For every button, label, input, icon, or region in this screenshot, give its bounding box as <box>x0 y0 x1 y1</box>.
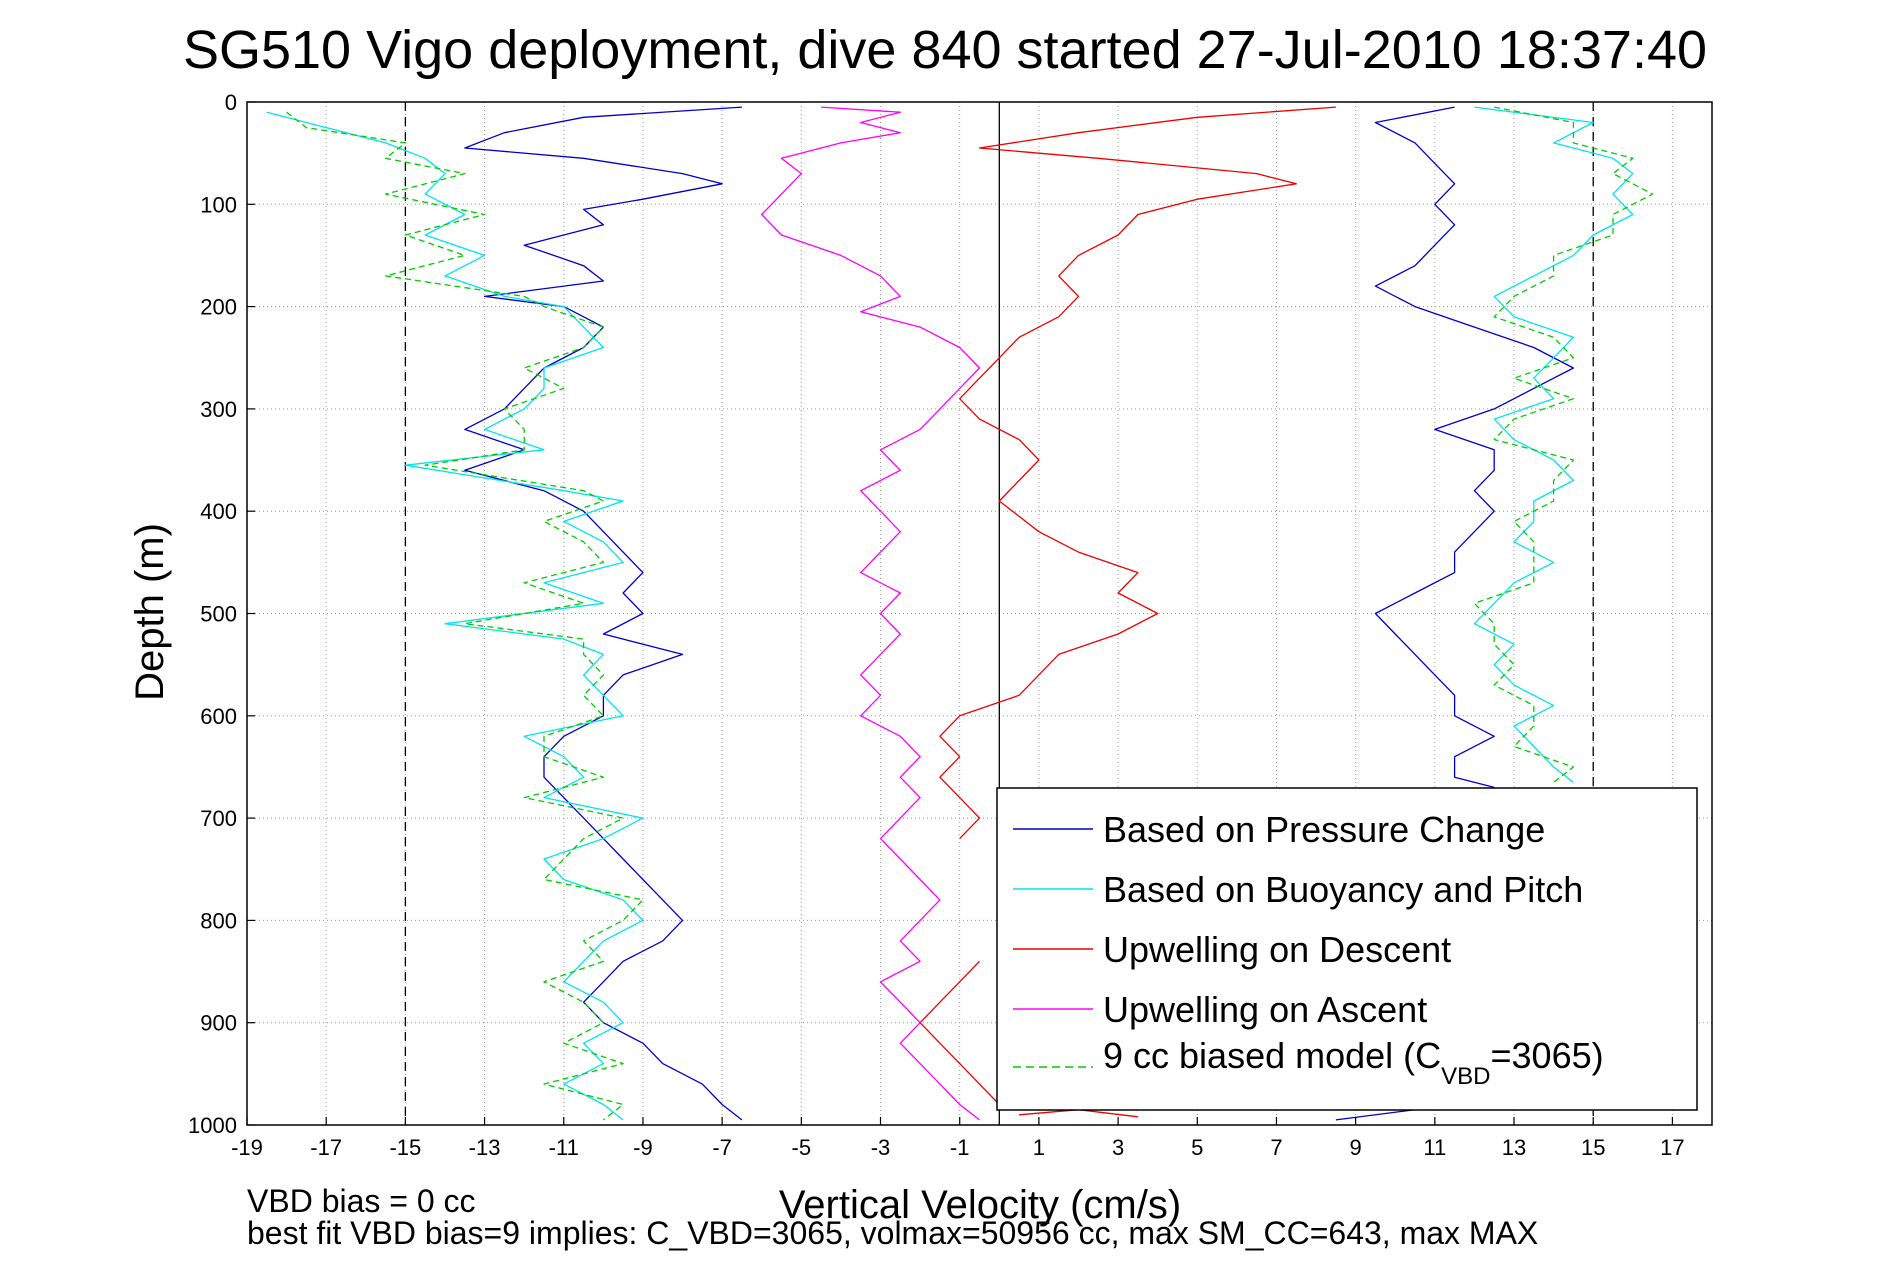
series-line-2 <box>266 111 644 1121</box>
x-tick-label: 9 <box>1350 1135 1362 1160</box>
legend-label-3: Upwelling on Descent <box>1103 929 1451 970</box>
x-tick-label: -5 <box>792 1135 812 1160</box>
legend-label-1: Based on Pressure Change <box>1103 809 1545 850</box>
legend: Based on Pressure Change Based on Buoyanc… <box>996 787 1698 1111</box>
series-line-1 <box>1374 106 1575 789</box>
legend-model-prefix: 9 cc biased model (C <box>1103 1035 1441 1076</box>
series-line-3 <box>1019 1109 1138 1118</box>
x-tick-label: 1 <box>1033 1135 1045 1160</box>
chart-title: SG510 Vigo deployment, dive 840 started … <box>183 20 1707 80</box>
x-tick-label: -7 <box>712 1135 732 1160</box>
x-tick-label: 11 <box>1423 1135 1446 1160</box>
series-line-5 <box>286 111 644 1121</box>
series-line-3 <box>919 960 1000 1105</box>
y-axis-label: Depth (m) <box>128 523 172 701</box>
x-tick-label: -15 <box>389 1135 421 1160</box>
legend-box <box>996 787 1698 1111</box>
x-tick-label: 7 <box>1270 1135 1282 1160</box>
legend-model-suffix: =3065) <box>1491 1035 1604 1076</box>
series-lines <box>266 106 1654 1121</box>
series-line-5 <box>1473 106 1654 783</box>
x-axis-ticks: -19 -17 -15 -13 -11 -9 -7 -5 -3 -1 1 3 5 7 9 11 13 15 17 <box>231 1117 1685 1160</box>
y-tick-label: 100 <box>200 192 237 217</box>
x-tick-label: -11 <box>549 1135 579 1160</box>
x-tick-label: -19 <box>231 1135 263 1160</box>
footer-line-1: VBD bias = 0 cc <box>247 1183 476 1219</box>
series-line-4 <box>761 106 981 1121</box>
y-tick-label: 800 <box>200 908 237 933</box>
x-tick-label: -17 <box>310 1135 342 1160</box>
legend-model-subscript: VBD <box>1441 1063 1490 1090</box>
x-tick-label: 15 <box>1581 1135 1605 1160</box>
y-tick-label: 900 <box>200 1011 237 1036</box>
x-tick-label: -13 <box>469 1135 501 1160</box>
y-tick-label: 400 <box>200 499 237 524</box>
x-tick-label: -9 <box>633 1135 653 1160</box>
x-tick-label: 17 <box>1660 1135 1684 1160</box>
y-tick-label: 500 <box>200 602 237 627</box>
legend-label-model: 9 cc biased model (CVBD=3065) <box>1103 1035 1604 1090</box>
legend-label-2: Based on Buoyancy and Pitch <box>1103 869 1583 910</box>
x-tick-label: 13 <box>1502 1135 1526 1160</box>
series-line-3 <box>939 106 1336 840</box>
x-tick-label: -1 <box>950 1135 970 1160</box>
y-tick-label: 700 <box>200 806 237 831</box>
x-tick-label: 3 <box>1112 1135 1124 1160</box>
legend-label-4: Upwelling on Ascent <box>1103 989 1427 1030</box>
series-line-1 <box>464 106 743 1121</box>
y-tick-label: 0 <box>225 90 237 115</box>
y-axis-ticks: 0 100 200 300 400 500 600 700 800 900 1000 <box>188 90 255 1138</box>
legend-items: Based on Pressure Change Based on Buoyanc… <box>1013 809 1583 1030</box>
y-tick-label: 200 <box>200 295 237 320</box>
y-tick-label: 600 <box>200 704 237 729</box>
footer-line-2: best fit VBD bias=9 implies: C_VBD=3065,… <box>247 1215 1538 1251</box>
x-axis-label: Vertical Velocity (cm/s) <box>779 1183 1181 1227</box>
y-tick-label: 1000 <box>188 1113 237 1138</box>
x-tick-label: -3 <box>871 1135 891 1160</box>
x-tick-label: 5 <box>1191 1135 1203 1160</box>
y-tick-label: 300 <box>200 397 237 422</box>
series-line-2 <box>1473 106 1634 783</box>
